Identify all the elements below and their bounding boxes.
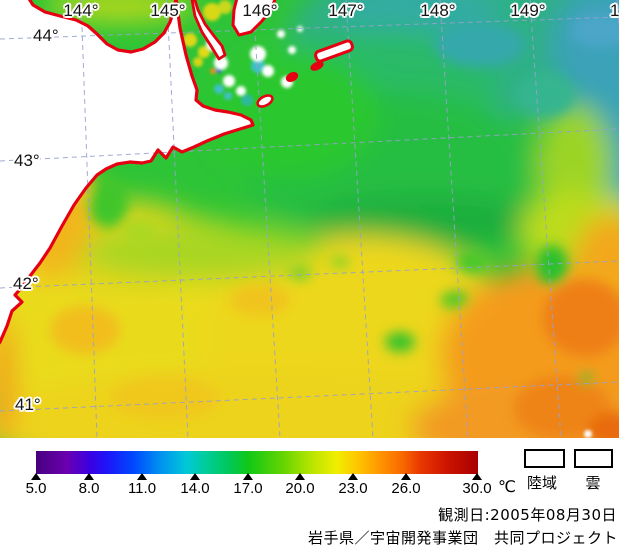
lat-label-41: 41°	[15, 395, 41, 414]
kunashiri-island	[231, 0, 277, 37]
tick-label-23: 23.0	[338, 480, 368, 497]
lon-label-144: 144°	[63, 1, 99, 20]
ocean-medium-patches	[50, 12, 619, 438]
legend-swatch-land	[524, 449, 565, 468]
lon-label-147: 147°	[328, 1, 364, 20]
lat-label-43: 43°	[14, 151, 40, 170]
tick-label-17: 17.0	[233, 480, 263, 497]
tick-marker	[295, 473, 305, 480]
lon-label-148: 148°	[420, 1, 456, 20]
legend-label-cloud: 雲	[585, 474, 601, 492]
lat-label-44: 44°	[33, 26, 59, 45]
islet-habomai-3	[314, 39, 354, 63]
legend-label-land: 陸域	[526, 474, 557, 492]
islet-habomai-2	[310, 61, 324, 71]
unit-celsius: ℃	[498, 477, 516, 496]
islet-shikotan	[256, 94, 274, 108]
temperature-colorbar: 5.0 8.0 11.0 14.0 17.0 20.0 23.0 26.0 30…	[0, 438, 619, 508]
tick-label-30: 30.0	[462, 480, 492, 497]
project-credit: 岩手県／宇宙開発事業団 共同プロジェクト	[307, 529, 618, 546]
tick-marker	[137, 473, 147, 480]
coastline-path	[0, 0, 255, 345]
lon-label-149: 149°	[510, 1, 546, 20]
tick-marker	[84, 473, 94, 480]
tick-label-8: 8.0	[78, 480, 100, 497]
tick-label-11: 11.0	[127, 480, 157, 497]
ocean-large-zones	[0, 0, 619, 438]
legend-swatch-cloud	[574, 449, 613, 468]
tick-marker	[348, 473, 358, 480]
islet-habomai-1	[285, 71, 299, 83]
lon-label-145: 145°	[150, 1, 186, 20]
tick-marker	[190, 473, 200, 480]
tick-marker	[243, 473, 253, 480]
tick-marker	[401, 473, 411, 480]
tick-label-5: 5.0	[25, 480, 47, 497]
tick-label-14: 14.0	[180, 480, 210, 497]
grid-lines	[0, 0, 619, 438]
lon-label-146: 146°	[242, 1, 278, 20]
lon-label-150: 15	[610, 1, 619, 20]
colorbar-gradient	[36, 451, 478, 474]
sst-map: 144° 145° 146° 147° 148° 149° 15 44° 43°…	[0, 0, 619, 438]
land-fill-hokkaido	[0, 0, 253, 342]
tick-marker	[472, 473, 482, 480]
observation-date: 観測日:2005年08月30日	[438, 506, 617, 524]
tick-label-26: 26.0	[391, 480, 421, 497]
ocean-heatmap-svg	[0, 0, 619, 438]
shiretoko-peninsula	[190, 0, 227, 61]
lat-label-42: 42°	[13, 274, 39, 293]
islands-group	[190, 0, 354, 108]
tick-marker	[31, 473, 41, 480]
tick-label-20: 20.0	[285, 480, 315, 497]
